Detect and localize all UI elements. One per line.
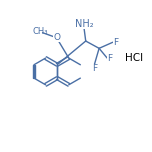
Text: F: F [92,64,97,73]
Text: CH₃: CH₃ [32,27,48,36]
Text: HCl: HCl [125,53,143,63]
Text: NH₂: NH₂ [75,19,93,29]
Text: F: F [113,38,118,47]
Text: F: F [107,54,112,63]
Text: O: O [53,33,60,42]
